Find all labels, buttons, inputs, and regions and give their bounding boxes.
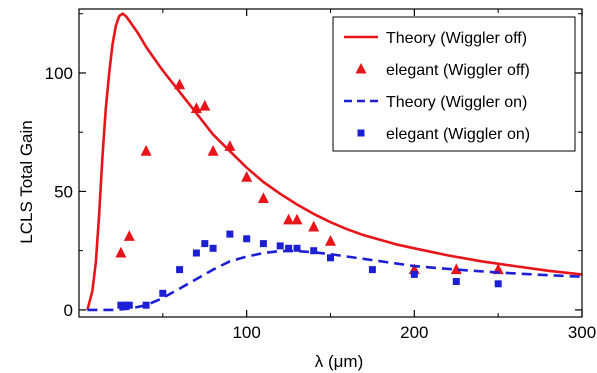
legend-label: elegant (Wiggler off)	[386, 62, 530, 79]
data-point-elegant-wiggler-on	[176, 266, 184, 274]
data-point-elegant-wiggler-on	[327, 254, 334, 262]
data-point-elegant-wiggler-on	[259, 240, 267, 248]
data-point-elegant-wiggler-off	[199, 99, 211, 111]
x-tick-label: 200	[400, 323, 428, 342]
y-tick-label: 100	[45, 64, 73, 83]
legend-box	[332, 16, 576, 152]
data-point-elegant-wiggler-off	[308, 220, 320, 232]
data-point-elegant-wiggler-on	[125, 301, 133, 309]
x-tick-label: 300	[568, 323, 596, 342]
data-point-elegant-wiggler-on	[192, 249, 200, 257]
data-point-elegant-wiggler-on	[285, 244, 293, 252]
data-point-elegant-wiggler-on	[452, 278, 460, 285]
axes-layer: 100 200 300 0 50 100	[45, 8, 596, 342]
plot-area	[86, 12, 582, 312]
data-point-elegant-wiggler-off	[174, 78, 186, 90]
data-point-elegant-wiggler-on	[209, 244, 217, 252]
y-axis-label: LCLS Total Gain	[17, 120, 36, 243]
x-axis-label: λ (μm)	[315, 352, 364, 371]
data-point-elegant-wiggler-on	[117, 301, 125, 309]
data-point-elegant-wiggler-on	[494, 280, 502, 288]
legend: Theory (Wiggler off) elegant (Wiggler off…	[332, 16, 576, 152]
data-point-elegant-wiggler-off	[257, 192, 269, 203]
data-point-elegant-wiggler-off	[140, 145, 152, 156]
data-point-elegant-wiggler-on	[368, 266, 376, 274]
data-point-elegant-wiggler-on	[310, 247, 318, 255]
data-point-elegant-wiggler-on	[276, 242, 284, 250]
series-line-theory-wiggler-off	[86, 12, 582, 311]
data-point-elegant-wiggler-on	[293, 244, 301, 252]
data-point-elegant-wiggler-on	[142, 301, 150, 309]
legend-triangle-symbol	[355, 63, 367, 74]
legend-label: Theory (Wiggler on)	[386, 94, 527, 111]
series-line-theory-wiggler-on	[87, 249, 582, 312]
data-point-elegant-wiggler-on	[201, 240, 209, 248]
data-point-elegant-wiggler-off	[241, 171, 253, 182]
data-point-elegant-wiggler-off	[325, 235, 336, 246]
data-point-elegant-wiggler-off	[123, 230, 135, 241]
data-point-elegant-wiggler-on	[159, 289, 167, 297]
data-point-elegant-wiggler-on	[226, 230, 234, 238]
legend-square-symbol	[357, 129, 365, 137]
data-point-elegant-wiggler-off	[291, 213, 303, 225]
data-point-elegant-wiggler-off	[224, 140, 236, 151]
y-tick-label: 0	[64, 301, 73, 320]
legend-label: elegant (Wiggler on)	[386, 126, 530, 143]
data-point-elegant-wiggler-off	[450, 263, 462, 275]
plot-layer	[86, 12, 582, 312]
data-point-elegant-wiggler-off	[207, 145, 219, 156]
data-point-elegant-wiggler-on	[243, 235, 251, 243]
x-tick-label: 100	[232, 323, 260, 342]
data-point-elegant-wiggler-on	[410, 270, 418, 278]
data-point-elegant-wiggler-off	[115, 246, 127, 258]
data-point-elegant-wiggler-off	[190, 102, 202, 113]
data-point-elegant-wiggler-off	[283, 213, 295, 225]
y-tick-label: 50	[54, 182, 73, 201]
legend-label: Theory (Wiggler off)	[386, 30, 527, 47]
